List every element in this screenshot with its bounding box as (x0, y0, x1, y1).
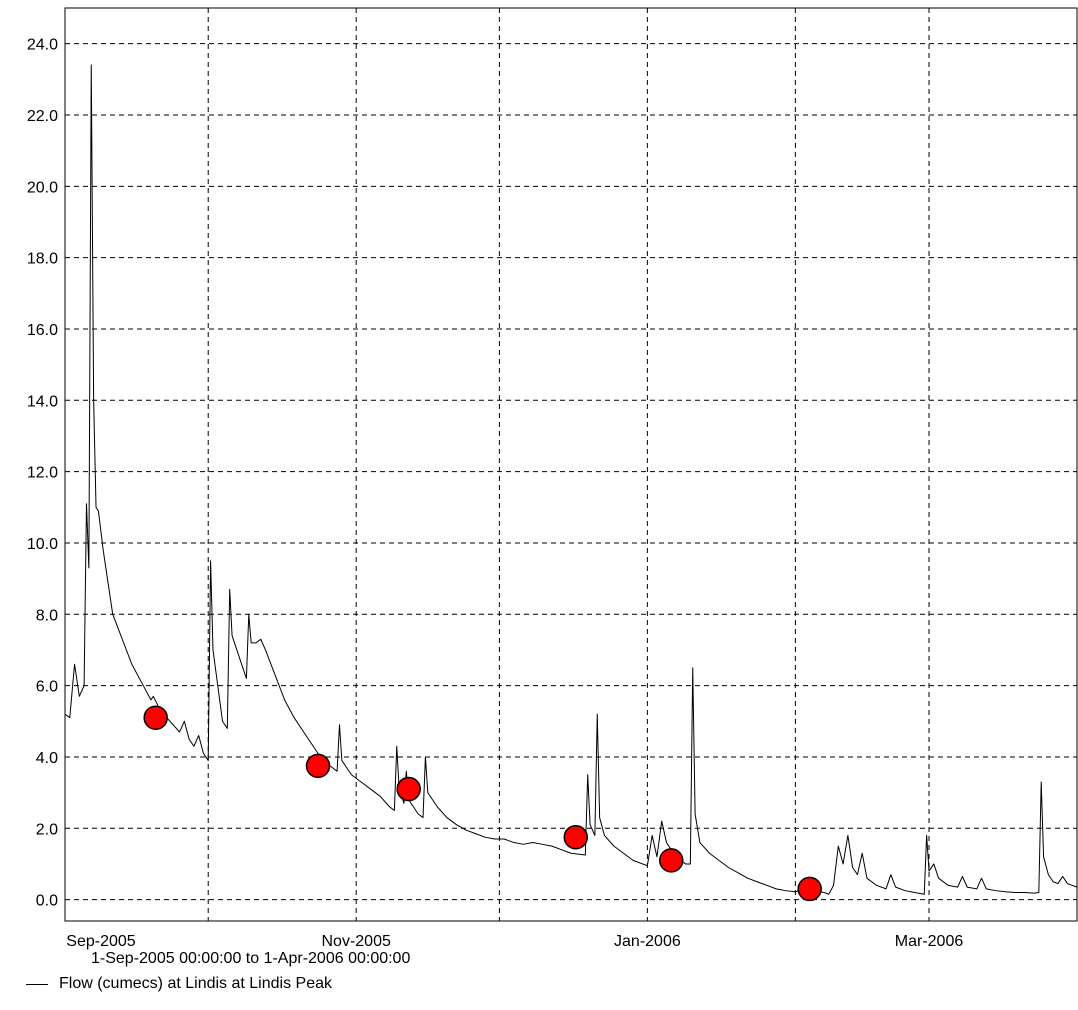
x-tick-label: Nov-2005 (322, 933, 391, 950)
plot-area-frame (64, 7, 1078, 922)
gauging-point (797, 876, 822, 902)
y-tick-label: 16.0 (27, 322, 58, 339)
legend-label: Flow (cumecs) at Lindis at Lindis Peak (59, 975, 332, 992)
gauging-point (658, 848, 684, 873)
y-tick-label: 2.0 (36, 821, 58, 838)
y-tick-label: 22.0 (27, 108, 58, 125)
legend-line-swatch (26, 983, 48, 985)
y-tick-label: 0.0 (36, 893, 58, 910)
y-tick-label: 4.0 (36, 750, 58, 767)
y-tick-label: 6.0 (36, 679, 58, 696)
gauging-point (563, 824, 589, 850)
x-tick-label: Sep-2005 (66, 933, 135, 950)
y-tick-label: 8.0 (36, 607, 58, 624)
flow-series-line (64, 64, 1078, 895)
x-tick-label: Jan-2006 (614, 933, 681, 950)
axis-ticks: 0.0 2.0 4.0 6.0 8.0 10.0 12.0 14.0 16.0 18.0 20.0 2… (27, 37, 963, 950)
grid-lines (65, 8, 1077, 921)
x-tick-label: Mar-2006 (895, 933, 964, 950)
marker-layer (143, 705, 822, 902)
y-tick-label: 20.0 (27, 179, 58, 196)
date-range-label: 1-Sep-2005 00:00:00 to 1-Apr-2006 00:00:… (91, 950, 411, 967)
y-tick-label: 24.0 (27, 37, 58, 54)
gauging-point (143, 705, 168, 730)
y-tick-label: 12.0 (27, 465, 58, 482)
y-tick-label: 14.0 (27, 393, 58, 410)
gauging-point (305, 753, 331, 779)
legend: Flow (cumecs) at Lindis at Lindis Peak (26, 975, 332, 993)
y-tick-label: 18.0 (27, 251, 58, 268)
series-layer (64, 64, 1078, 895)
gauging-point (396, 776, 421, 802)
y-tick-label: 10.0 (27, 536, 58, 553)
